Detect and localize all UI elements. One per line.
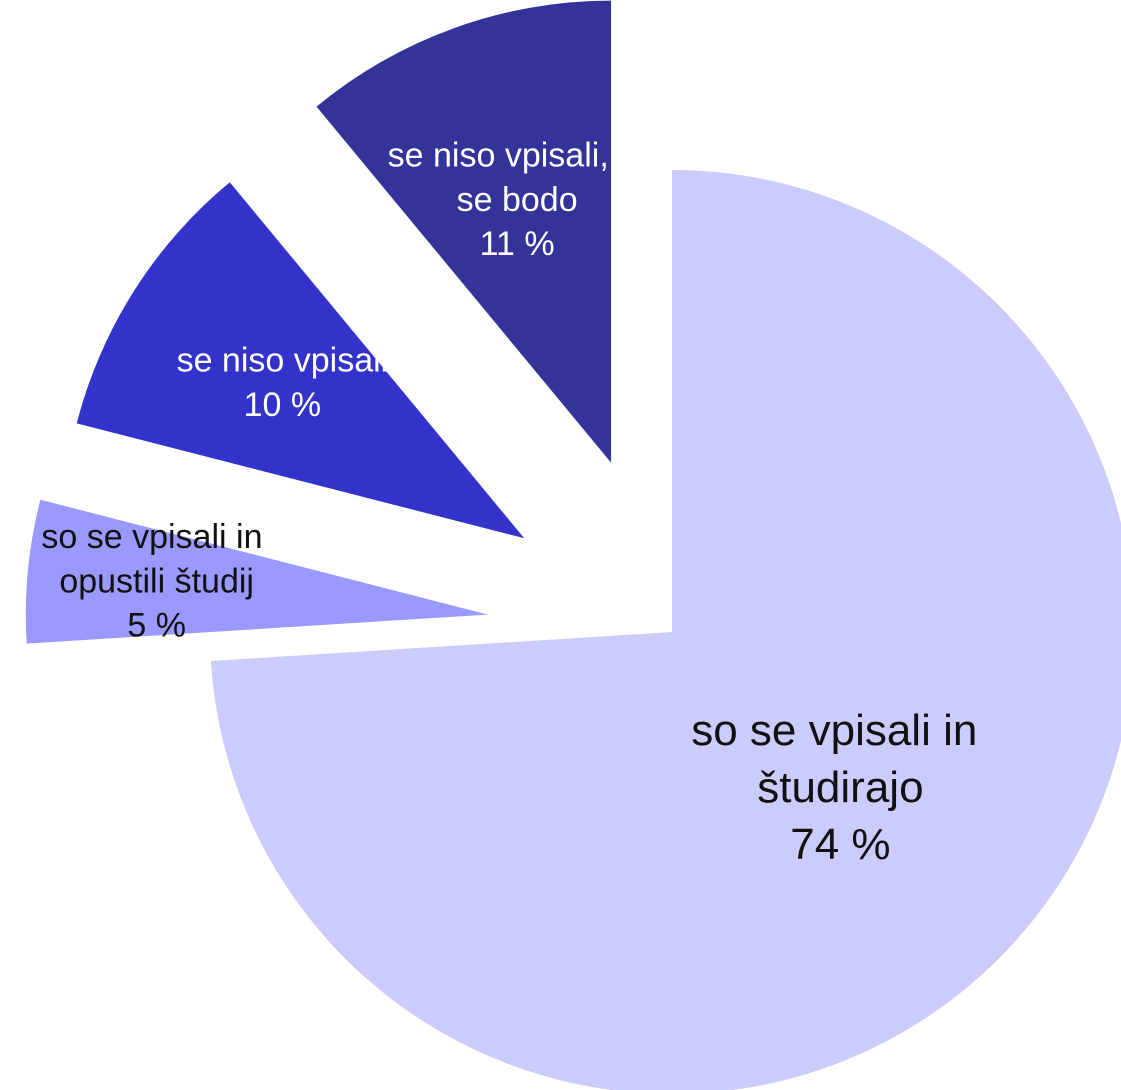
label-line: se niso vpisali (177, 342, 389, 380)
label-line: se bodo (457, 181, 578, 219)
pie-slice (210, 170, 1121, 1090)
slice-label: se niso vpisali, a se bodo (388, 137, 647, 219)
pie-slice (76, 182, 525, 539)
label-line: so se vpisali in (41, 518, 272, 556)
value-label: 10 % (244, 386, 322, 424)
pie-slice (316, 0, 612, 463)
label-line: so se vpisali in (691, 706, 989, 755)
slice-label: so se vpisali in opustili študij (41, 518, 272, 600)
label-line: opustili študij (59, 562, 254, 600)
value-label: 5 % (127, 606, 186, 644)
label-line: se niso vpisali, a (388, 137, 647, 175)
value-label: 11 % (480, 225, 555, 263)
value-label: 74 % (790, 820, 890, 869)
pie-slice (25, 499, 488, 644)
label-line: študirajo (757, 763, 923, 812)
slice-label: so se vpisali in študirajo (691, 706, 989, 812)
slice-label: se niso vpisali (177, 342, 389, 380)
